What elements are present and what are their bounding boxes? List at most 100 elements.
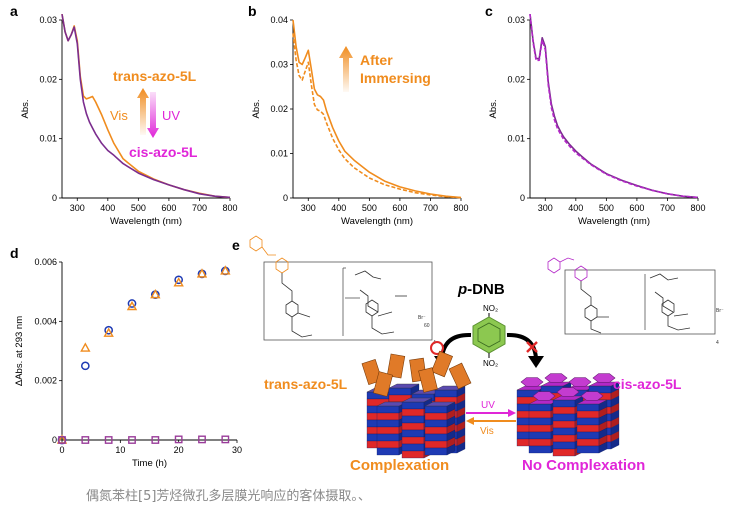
cis-azo-5l-label: cis-azo-5L (129, 144, 198, 160)
film-layer (401, 436, 425, 445)
film-layer (528, 410, 552, 419)
x-axis-title: Time (h) (132, 458, 167, 469)
series-line (292, 33, 462, 199)
data-point-square (174, 435, 183, 444)
e-uv-label: UV (481, 400, 495, 411)
left-structure-sub: 60 (424, 323, 430, 329)
data-point-circle (174, 275, 184, 285)
data-point-square (151, 436, 160, 444)
film-layer (528, 445, 552, 454)
series-line (61, 13, 231, 199)
data-point-square (81, 436, 90, 444)
y-tick-label: 0.02 (507, 74, 525, 84)
hexagon-cap (532, 391, 556, 401)
x-axis-title: Wavelength (nm) (578, 216, 650, 227)
uv-arrow-down-icon (147, 92, 159, 138)
panel-b: b 300 400 500 600 700 800 0 0.01 0.02 0.03 0.04 Wave… (248, 3, 469, 227)
x-tick-label: 600 (629, 203, 644, 213)
film-layer-side (446, 443, 456, 456)
panel-label-e: e (232, 237, 240, 253)
x-tick-label: 300 (70, 203, 85, 213)
y-tick-label: 0 (283, 193, 288, 203)
film-layer (552, 413, 576, 422)
trans-azo-5l-label: trans-azo-5L (113, 68, 197, 84)
film-layer (424, 426, 448, 435)
film-layer (424, 412, 448, 421)
data-point-square (128, 436, 136, 444)
panel-label-c: c (485, 3, 493, 19)
no2-top-label: NO₂ (483, 304, 498, 313)
x-tick-label: 600 (392, 203, 407, 213)
film-layer (424, 405, 448, 414)
guest-block (373, 371, 393, 397)
y-tick-label: 0.03 (39, 15, 57, 25)
y-tick-label: 0.02 (270, 104, 288, 114)
film-layer (424, 433, 448, 442)
panel-label-b: b (248, 3, 257, 19)
film-top (576, 399, 608, 405)
y-tick-label: 0.02 (39, 74, 57, 84)
film-layer-side (598, 441, 608, 454)
x-tick-label: 700 (660, 203, 675, 213)
x-tick-label: 800 (222, 203, 237, 213)
panel-label-d: d (10, 245, 19, 261)
film-layer (552, 448, 576, 457)
y-tick-label: 0.03 (270, 60, 288, 70)
e-cis-azo-5l-label: cis-azo-5L (613, 376, 682, 392)
x-tick-label: 700 (423, 203, 438, 213)
film-layer (424, 447, 448, 456)
film-layer-side (456, 441, 466, 454)
guest-block (430, 350, 454, 378)
figure-caption: 偶氮苯柱[5]芳烃微孔多层膜光响应的客体摄取。、 (86, 489, 371, 504)
vis-label: Vis (110, 108, 128, 123)
left-chemical-structure (249, 235, 433, 341)
y-tick-label: 0.006 (34, 257, 57, 267)
film-top (388, 383, 420, 389)
data-point-circle (104, 325, 114, 335)
hexagon-cap (544, 373, 568, 383)
no-complexation-label: No Complexation (522, 457, 645, 474)
right-structure-sub-4: 4 (716, 340, 719, 346)
no2-bottom-label: NO₂ (483, 359, 498, 368)
hexagon-cap (592, 373, 616, 383)
y-tick-label: 0.01 (39, 134, 57, 144)
p-dnb-prefix: p (457, 281, 467, 298)
right-structure-frame (564, 269, 716, 335)
hexagon-cap (568, 377, 592, 387)
x-tick-label: 300 (538, 203, 553, 213)
x-tick-label: 600 (161, 203, 176, 213)
film-layer (576, 410, 600, 419)
film-layer (576, 431, 600, 440)
hexagon-cap (520, 377, 544, 387)
film-layer (401, 415, 425, 424)
panel-a: a 300 400 500 600 700 800 0 0.01 0.02 0.03 Waveleng… (10, 3, 238, 227)
film-layer (388, 387, 412, 396)
x-tick-label: 400 (331, 203, 346, 213)
y-tick-label: 0 (52, 193, 57, 203)
data-point-triangle (126, 300, 138, 311)
left-structure-br: Br⁻ (418, 315, 426, 321)
film-layer (576, 424, 600, 433)
reject-cross-icon (526, 341, 538, 353)
film-layer (376, 440, 400, 449)
uv-vis-switch: UV Vis (466, 400, 516, 437)
panel-label-a: a (10, 3, 18, 19)
cis-film-stack-icon (516, 373, 620, 457)
x-tick-label: 500 (362, 203, 377, 213)
data-point-square (104, 436, 113, 444)
film-layer (576, 438, 600, 447)
guest-block (386, 353, 406, 379)
uv-label: UV (162, 108, 180, 123)
film-top (401, 397, 433, 403)
e-trans-azo-5l-label: trans-azo-5L (264, 376, 348, 392)
film-layer (401, 443, 425, 452)
x-tick-label: 800 (690, 203, 705, 213)
data-point-triangle (220, 265, 231, 275)
vis-left-arrow-icon (466, 417, 474, 425)
x-tick-label: 10 (115, 445, 125, 455)
film-layer (376, 419, 400, 428)
data-point-triangle (103, 327, 114, 337)
film-layer (552, 434, 576, 443)
